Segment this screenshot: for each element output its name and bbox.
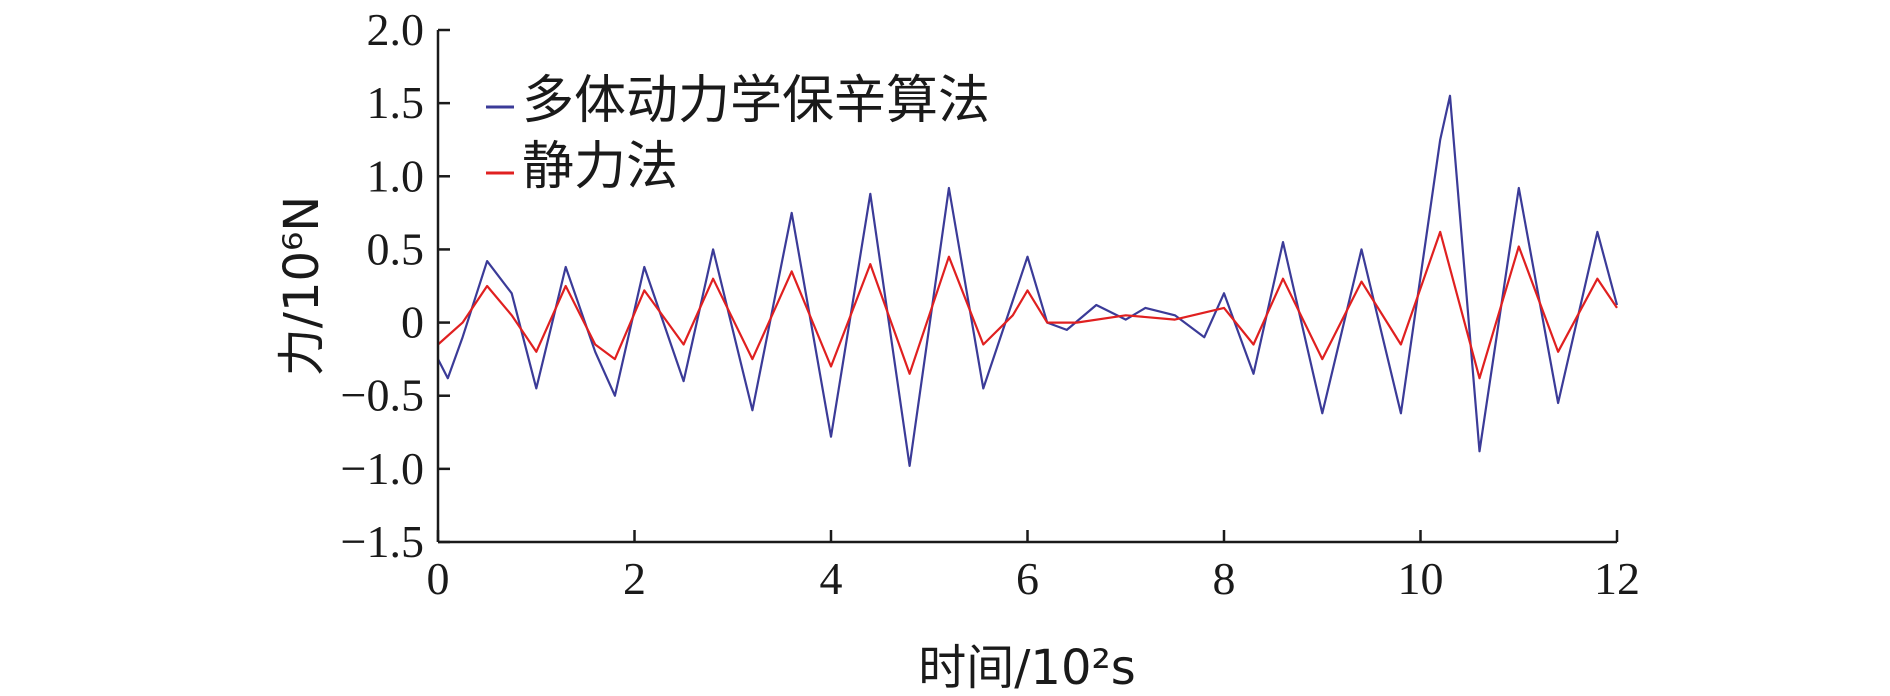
x-tick-label: 4 bbox=[820, 553, 843, 604]
series-layer bbox=[437, 94, 1619, 467]
x-tick-label: 10 bbox=[1398, 553, 1444, 604]
x-tick-label: 0 bbox=[427, 553, 450, 604]
y-tick-label: −1.0 bbox=[341, 443, 424, 494]
legend-label-symplectic: 多体动力学保辛算法 bbox=[522, 71, 990, 131]
legend: 多体动力学保辛算法 静力法 bbox=[486, 71, 990, 197]
y-tick-label: 1.0 bbox=[367, 150, 425, 201]
y-axis-title-group: 力/10⁶N bbox=[274, 196, 330, 376]
x-tick-label: 2 bbox=[623, 553, 646, 604]
y-tick-label: 2.0 bbox=[367, 4, 425, 55]
x-tick-label: 8 bbox=[1213, 553, 1236, 604]
y-tick-label: 1.5 bbox=[367, 77, 425, 128]
y-tick-label: −1.5 bbox=[341, 516, 424, 567]
y-tick-label: 0 bbox=[401, 297, 424, 348]
x-tick-label: 12 bbox=[1594, 553, 1640, 604]
y-ticks: 2.0 1.5 1.0 0.5 0 −0.5 −1.0 −1.5 bbox=[341, 4, 450, 567]
y-tick-label: −0.5 bbox=[341, 370, 424, 421]
y-tick-label: 0.5 bbox=[367, 223, 425, 274]
y-axis-title: 力/10⁶N bbox=[274, 196, 330, 376]
x-axis-title: 时间/10²s bbox=[918, 640, 1136, 696]
x-tick-label: 6 bbox=[1016, 553, 1039, 604]
legend-label-static: 静力法 bbox=[522, 137, 678, 197]
series-line-static bbox=[437, 230, 1618, 380]
x-axis-title-text: 时间/10²s bbox=[918, 640, 1136, 696]
x-ticks: 0 2 4 6 8 10 12 bbox=[427, 530, 1640, 604]
